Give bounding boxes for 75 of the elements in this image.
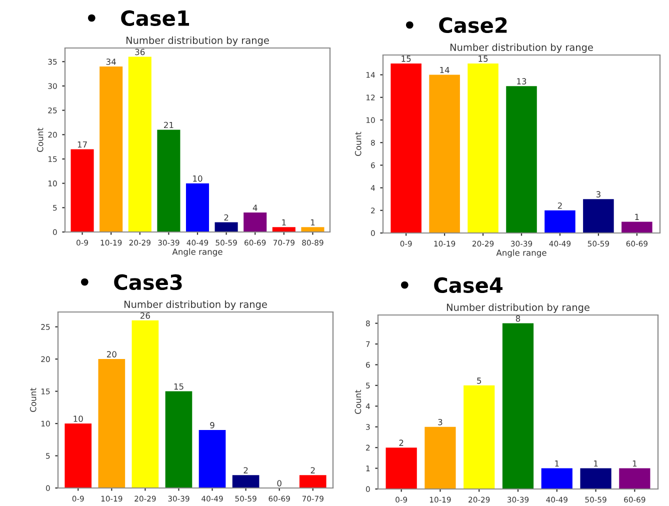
chart-title: • Case1 xyxy=(88,10,190,26)
data-label: 2 xyxy=(399,440,404,446)
bar xyxy=(301,227,324,232)
bar xyxy=(390,63,422,233)
chart-subtitle: Number distribution by range xyxy=(124,300,267,310)
data-label: 0 xyxy=(277,480,282,486)
data-label: 1 xyxy=(555,460,559,467)
data-label: 4 xyxy=(252,204,258,211)
data-label: 26 xyxy=(140,312,150,319)
bar xyxy=(541,468,572,489)
data-label: 2 xyxy=(244,467,248,474)
bar xyxy=(583,199,614,233)
data-label: 5 xyxy=(477,378,482,384)
bar xyxy=(464,385,495,489)
data-label: 8 xyxy=(516,315,520,322)
bar xyxy=(506,86,537,233)
bar xyxy=(299,475,326,488)
bar xyxy=(244,212,267,232)
chart-subtitle: Number distribution by range xyxy=(446,303,590,313)
data-label: 10 xyxy=(74,416,83,422)
y-axis-title: Count xyxy=(36,128,44,152)
bar xyxy=(186,183,210,232)
bar xyxy=(468,63,498,233)
bar xyxy=(70,149,94,232)
data-label: 13 xyxy=(517,78,526,84)
data-label: 14 xyxy=(440,66,450,74)
bar xyxy=(429,74,460,233)
bar xyxy=(272,227,296,232)
y-axis-title: Count xyxy=(354,132,362,156)
bar xyxy=(502,323,534,489)
bar xyxy=(619,468,650,489)
bar xyxy=(157,130,180,232)
bar xyxy=(386,448,417,489)
y-axis-title: Count xyxy=(354,390,362,414)
bar xyxy=(128,56,152,232)
data-label: 1 xyxy=(310,219,315,226)
data-label: 2 xyxy=(310,467,315,474)
chart-subtitle: Number distribution by range xyxy=(450,43,593,53)
data-label: 15 xyxy=(478,56,488,62)
data-label: 10 xyxy=(193,175,202,182)
bar xyxy=(424,426,456,489)
data-label: 17 xyxy=(78,141,87,148)
data-label: 3 xyxy=(596,191,600,198)
data-label: 1 xyxy=(594,460,598,467)
data-label: 15 xyxy=(402,56,411,62)
chart-title: • Case3 xyxy=(81,274,182,290)
bar xyxy=(544,210,576,233)
data-label: 34 xyxy=(106,58,116,65)
chart-title: • Case4 xyxy=(401,277,502,294)
bar xyxy=(132,320,159,488)
x-axis-title: Angle range xyxy=(496,249,546,258)
data-label: 21 xyxy=(164,122,174,128)
data-label: 9 xyxy=(210,422,214,428)
bar xyxy=(214,222,238,232)
data-label: 15 xyxy=(174,383,184,390)
data-label: 1 xyxy=(635,214,639,220)
chart-subtitle: Number distribution by range xyxy=(126,36,269,46)
bar xyxy=(198,430,226,488)
data-label: 20 xyxy=(106,351,116,358)
chart-title: • Case2 xyxy=(406,17,507,34)
bar xyxy=(232,475,260,488)
x-axis-title: Angle range xyxy=(172,248,222,256)
bar xyxy=(100,66,123,232)
bar xyxy=(580,468,612,489)
data-label: 1 xyxy=(632,460,637,467)
data-label: 2 xyxy=(558,202,562,209)
bar xyxy=(98,359,126,488)
bar xyxy=(622,222,652,233)
y-axis-title: Count xyxy=(30,388,36,412)
data-label: 3 xyxy=(438,418,442,426)
bar xyxy=(64,424,92,488)
bar xyxy=(165,391,192,488)
data-label: 36 xyxy=(135,48,145,56)
data-label: 1 xyxy=(282,219,286,226)
data-label: 2 xyxy=(224,214,228,221)
